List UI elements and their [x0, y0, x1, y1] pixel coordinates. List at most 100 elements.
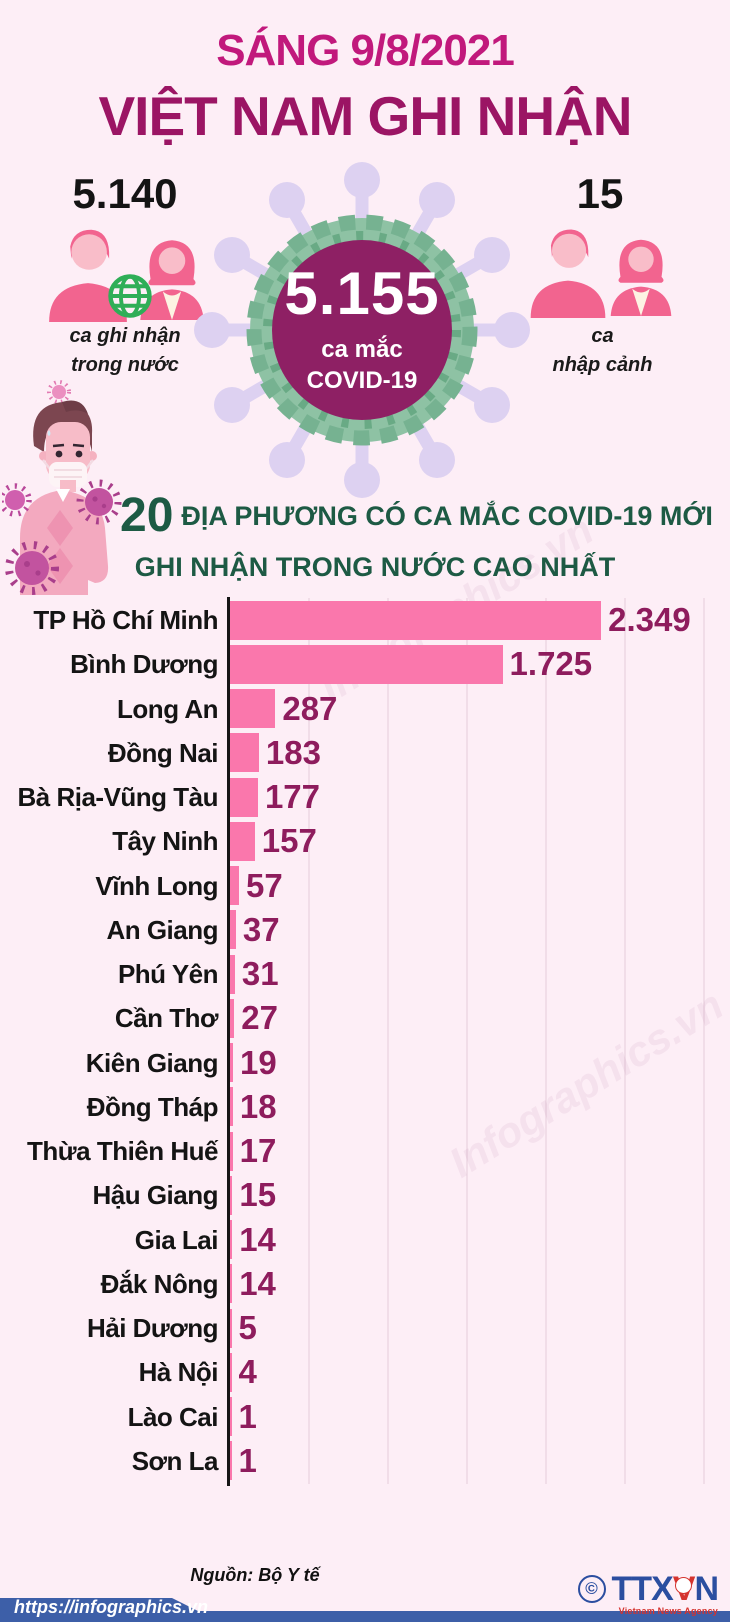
- chart-row: Bình Dương 1.725: [0, 642, 730, 686]
- infographics-link[interactable]: https://infographics.vn: [14, 1597, 209, 1617]
- bar-value: 18: [239, 1087, 277, 1125]
- chart-row: Vĩnh Long 57: [0, 864, 730, 908]
- bar-value: 1: [238, 1397, 257, 1435]
- agency-name: TTXVN: [611, 1570, 719, 1608]
- gridline: [703, 598, 705, 1484]
- bar-value: 4: [238, 1353, 257, 1391]
- imported-label-line2: nhập cảnh: [552, 354, 653, 376]
- gridline: [466, 598, 468, 1484]
- gridline: [387, 598, 389, 1484]
- female-icon: [610, 239, 672, 316]
- bar-label: Kiên Giang: [85, 1047, 219, 1078]
- chart-row: Sơn La 1: [0, 1439, 730, 1483]
- chart-row: An Giang 37: [0, 908, 730, 952]
- chart-row: Lào Cai 1: [0, 1395, 730, 1439]
- bar-value: 27: [241, 999, 278, 1037]
- chart-title-line1: ĐỊA PHƯƠNG CÓ CA MẮC COVID-19 MỚI: [181, 501, 713, 531]
- bar-value: 37: [242, 910, 280, 948]
- bar-label: Đồng Tháp: [86, 1091, 219, 1122]
- bar: [230, 910, 236, 950]
- agency-caption: Vietnam News Agency: [618, 1606, 718, 1616]
- bar-area: 15: [230, 1173, 730, 1217]
- bar-label: Hà Nội: [138, 1357, 219, 1388]
- bar-area: 1: [230, 1439, 730, 1483]
- agency-logo: © TTXVN Vietnam News Agency: [558, 1570, 719, 1616]
- bar-value: 183: [265, 733, 321, 771]
- bar: [230, 689, 276, 728]
- bar: [230, 644, 503, 684]
- globe-icon: [108, 274, 152, 318]
- bar-label: Tây Ninh: [112, 826, 218, 857]
- bar-area: 14: [230, 1262, 730, 1306]
- domestic-label-line1: ca ghi nhận: [69, 325, 181, 347]
- chart-axis-line: [227, 597, 230, 1486]
- chart-row: Long An 287: [0, 687, 730, 731]
- bar-label: Thừa Thiên Huế: [27, 1136, 218, 1166]
- domestic-people-icons: [38, 218, 218, 323]
- bar: [230, 1220, 233, 1259]
- source-note: Nguồn: Bộ Y tế: [190, 1565, 320, 1585]
- imported-cases-label: ca nhập cảnh: [525, 322, 680, 380]
- bar-label: An Giang: [106, 914, 218, 945]
- chart-title-number: 20: [120, 489, 174, 542]
- bar: [230, 1175, 233, 1215]
- bar-area: 37: [230, 908, 730, 952]
- bar-area: 287: [230, 687, 730, 731]
- agency-name-ttx: TTX: [611, 1570, 674, 1608]
- bar-label: Cần Thơ: [114, 1003, 219, 1034]
- chart-row: Đồng Nai 183: [0, 731, 730, 775]
- domestic-cases-value: 5.140: [72, 170, 178, 217]
- bar-label: Đồng Nai: [107, 737, 219, 768]
- agency-name-n: N: [694, 1570, 719, 1608]
- bar-label: Gia Lai: [134, 1224, 219, 1255]
- chart-row: Phú Yên 31: [0, 952, 730, 996]
- bar-value: 57: [246, 866, 283, 904]
- copyright-icon: ©: [577, 1575, 606, 1603]
- chart-row: Thừa Thiên Huế 17: [0, 1129, 730, 1173]
- bar-area: 2.349: [230, 598, 730, 642]
- bar-label: Sơn La: [131, 1445, 219, 1476]
- bar: [230, 1264, 233, 1304]
- female-icon: [140, 240, 204, 320]
- chart-row: Gia Lai 14: [0, 1218, 730, 1262]
- bar: [230, 954, 235, 994]
- bar-label: Lào Cai: [127, 1401, 219, 1432]
- bar: [230, 733, 259, 773]
- bar: [230, 821, 255, 861]
- bar-label: Long An: [117, 693, 218, 724]
- bar-area: 31: [230, 952, 730, 996]
- bar-chart: TP Hồ Chí Minh 2.349 Bình Dương 1.725 Long A…: [0, 598, 730, 1483]
- male-icon: [530, 229, 606, 318]
- chart-title-line2: GHI NHẬN TRONG NƯỚC CAO NHẤT: [134, 552, 616, 582]
- male-icon: [49, 229, 127, 322]
- domestic-cases-label: ca ghi nhận trong nước: [20, 322, 230, 380]
- bar: [230, 866, 239, 905]
- bar-value: 1.725: [509, 645, 593, 683]
- domestic-label-line2: trong nước: [71, 354, 179, 376]
- page-title: VIỆT NAM GHI NHẬN: [98, 85, 633, 147]
- virus-icon: [194, 162, 530, 498]
- bar: [230, 1397, 232, 1436]
- bar: [230, 1043, 233, 1082]
- chart-row: Kiên Giang 19: [0, 1041, 730, 1085]
- total-cases-value: 5.155: [284, 259, 440, 327]
- total-cases-label-2: COVID-19: [306, 367, 418, 394]
- bar-value: 19: [240, 1043, 277, 1081]
- gridline: [624, 598, 626, 1484]
- total-cases-label-1: ca mắc: [321, 335, 403, 363]
- chart-row: Bà Rịa-Vũng Tàu 177: [0, 775, 730, 819]
- chart-row: Hải Dương 5: [0, 1306, 730, 1350]
- bar-value: 177: [264, 778, 321, 815]
- bar: [230, 777, 258, 817]
- chart-row: Hậu Giang 15: [0, 1173, 730, 1217]
- bar-area: 57: [230, 864, 730, 908]
- bar-area: 1: [230, 1395, 730, 1439]
- bar-value: 15: [239, 1176, 277, 1214]
- bar-area: 27: [230, 996, 730, 1040]
- bar-label: Hải Dương: [86, 1313, 219, 1343]
- bar-label: TP Hồ Chí Minh: [33, 605, 218, 635]
- bar-area: 19: [230, 1041, 730, 1085]
- gridline: [545, 598, 547, 1484]
- ttxvn-emblem: [674, 1577, 692, 1594]
